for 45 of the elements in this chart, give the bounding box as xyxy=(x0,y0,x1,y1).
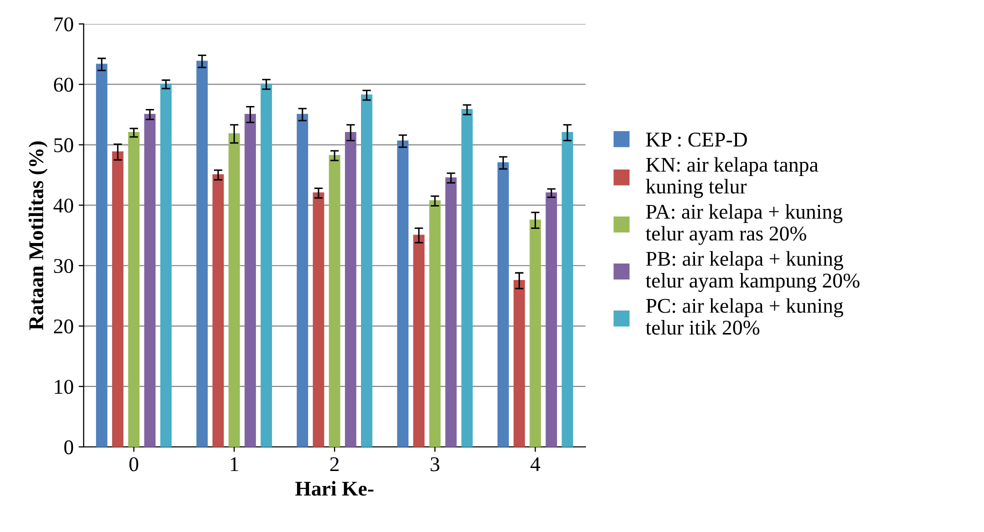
bar xyxy=(514,280,525,447)
legend-label: KN: air kelapa tanpa kuning telur xyxy=(646,157,818,198)
bar xyxy=(344,132,356,447)
legend-label: PB: air kelapa + kuning telur ayam kampung 20% xyxy=(646,251,860,292)
bar xyxy=(128,132,140,447)
bar xyxy=(296,114,308,447)
y-tick-label: 0 xyxy=(64,440,74,454)
x-tick-label: 4 xyxy=(530,457,540,472)
y-tick-label: 20 xyxy=(54,319,74,334)
y-tick-label: 40 xyxy=(53,198,74,213)
bar xyxy=(361,94,372,447)
x-tick-label: 2 xyxy=(330,457,339,472)
x-tick-label: 3 xyxy=(430,457,440,472)
bar xyxy=(530,220,541,447)
bar xyxy=(96,64,108,447)
legend-label: PA: air kelapa + kuning telur ayam ras 20% xyxy=(646,204,842,245)
bar xyxy=(212,174,224,447)
bar xyxy=(144,114,156,447)
y-tick-label: 50 xyxy=(54,138,74,152)
bar xyxy=(196,60,208,447)
bar xyxy=(498,162,509,447)
y-tick-label: 60 xyxy=(54,78,74,92)
y-axis-title: Rataan Motilitas (%) xyxy=(28,141,48,330)
bar xyxy=(546,192,558,447)
bar xyxy=(228,133,240,447)
bar xyxy=(160,84,172,447)
legend-label: PC: air kelapa + kuning telur itik 20% xyxy=(646,298,844,335)
bar xyxy=(413,234,425,447)
bar xyxy=(429,200,441,447)
bar xyxy=(244,114,256,447)
bar xyxy=(461,109,473,447)
y-tick-label: 30 xyxy=(54,258,74,274)
legend-label: KP : CEP-D xyxy=(646,132,747,147)
bar xyxy=(112,151,124,447)
bar xyxy=(260,84,272,447)
bar xyxy=(328,154,340,447)
bar xyxy=(445,177,457,447)
y-tick-label: 70 xyxy=(54,17,74,32)
x-tick-label: 0 xyxy=(129,457,138,472)
x-tick-label: 1 xyxy=(230,457,238,472)
x-axis-title: Hari Ke- xyxy=(295,481,374,496)
y-tick-label: 10 xyxy=(54,380,74,394)
bar xyxy=(397,140,408,447)
bar xyxy=(562,132,574,447)
bar xyxy=(312,192,324,447)
